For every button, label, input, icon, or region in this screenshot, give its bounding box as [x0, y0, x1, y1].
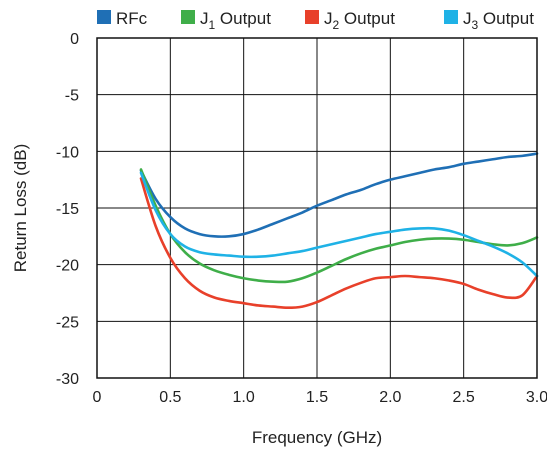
legend-swatch: [444, 10, 458, 24]
x-axis-label: Frequency (GHz): [252, 428, 382, 447]
legend-swatch: [97, 10, 111, 24]
x-tick-label: 1.5: [306, 389, 328, 406]
legend: RFc J1 Output J2 Output J3 Output: [97, 9, 534, 32]
x-tick-label: 0: [93, 389, 102, 406]
y-tick-label: -30: [56, 371, 79, 388]
grid: [97, 38, 537, 378]
legend-label: RFc: [116, 9, 148, 28]
y-tick-label: 0: [70, 31, 79, 48]
series-lines: [139, 152, 539, 310]
series-line-3: [139, 171, 539, 278]
y-tick-labels: 0 -5 -10 -15 -20 -25 -30: [56, 31, 79, 388]
y-tick-label: -25: [56, 314, 79, 331]
x-tick-label: 2.5: [453, 389, 475, 406]
x-tick-label: 2.0: [379, 389, 401, 406]
y-tick-label: -20: [56, 258, 79, 275]
y-tick-label: -15: [56, 201, 79, 218]
legend-swatch: [181, 10, 195, 24]
series-line-1: [139, 168, 539, 284]
x-tick-label: 0.5: [159, 389, 181, 406]
series-line-2: [139, 177, 539, 310]
y-tick-label: -5: [65, 88, 79, 105]
x-tick-label: 3.0: [526, 389, 547, 406]
legend-swatch: [305, 10, 319, 24]
y-tick-label: -10: [56, 144, 79, 161]
y-axis-label: Return Loss (dB): [11, 144, 30, 273]
plot-frame: [96, 37, 538, 379]
legend-label: J2 Output: [324, 9, 395, 32]
legend-label: J3 Output: [463, 9, 534, 32]
x-tick-label: 1.0: [233, 389, 255, 406]
x-tick-labels: 0 0.5 1.0 1.5 2.0 2.5 3.0: [93, 389, 547, 406]
series-line-0: [139, 152, 539, 238]
legend-label: J1 Output: [200, 9, 271, 32]
